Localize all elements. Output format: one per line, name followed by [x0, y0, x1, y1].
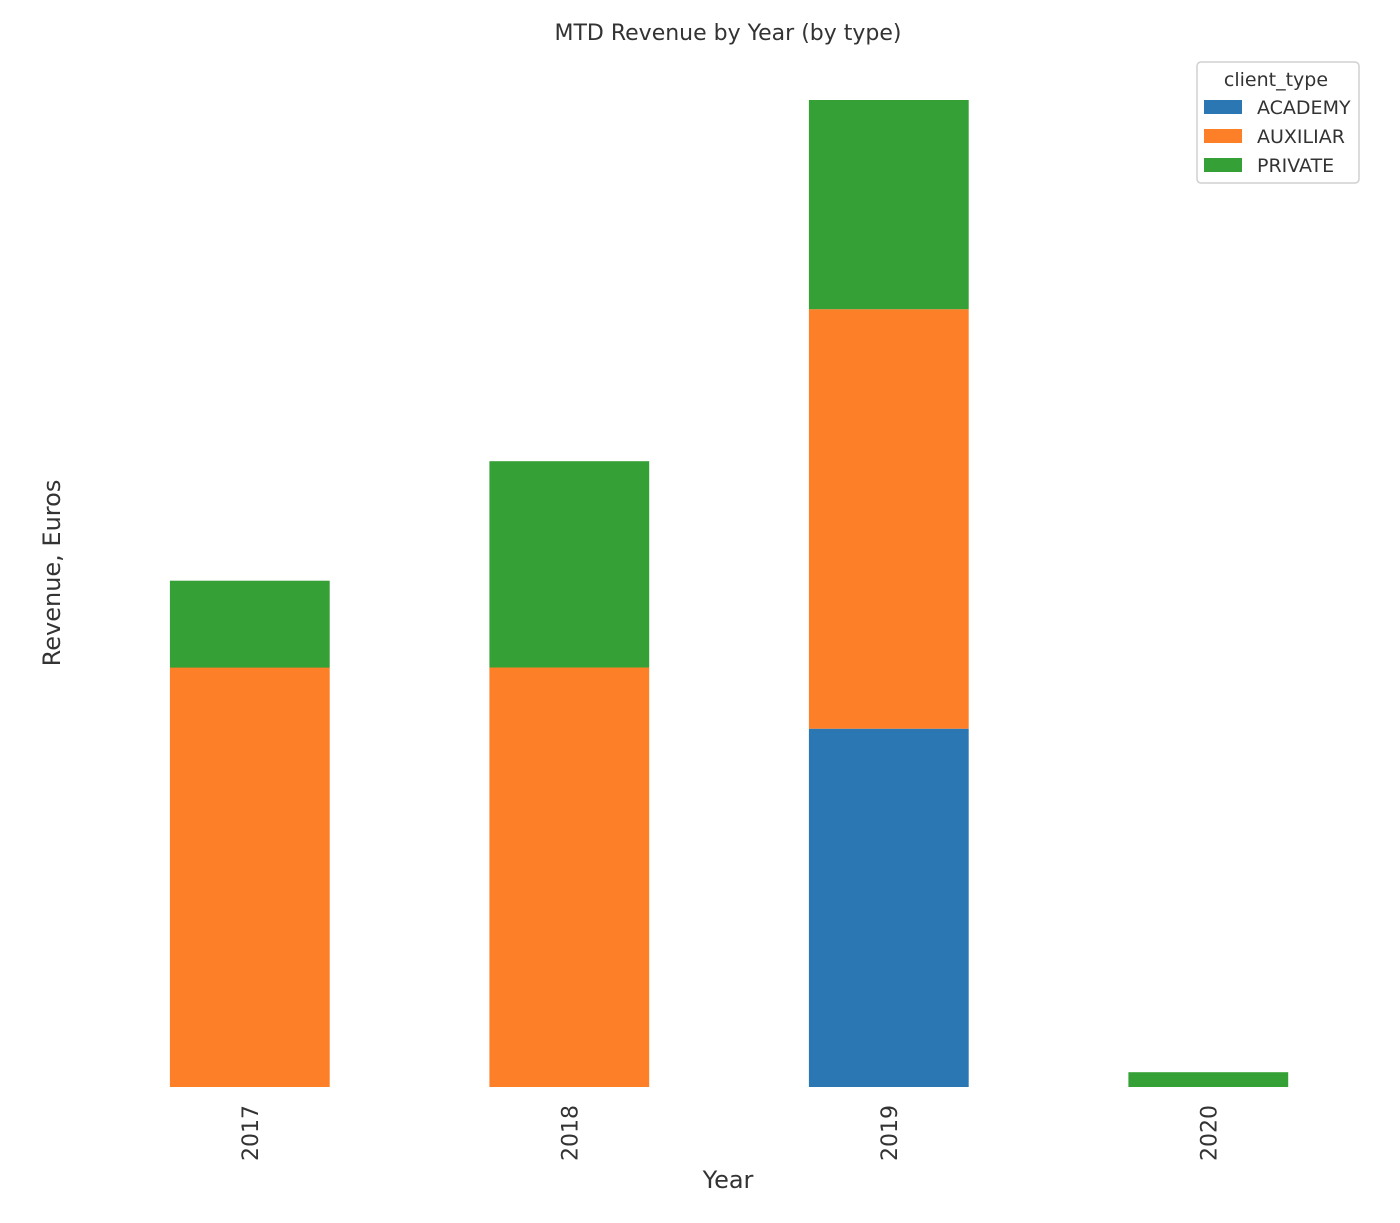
bar-2017-auxiliar	[169, 667, 330, 1087]
x-tick-label-2019: 2019	[878, 1105, 903, 1161]
legend-label-private: PRIVATE	[1257, 155, 1334, 177]
x-tick-label-2020: 2020	[1197, 1105, 1222, 1161]
legend-swatch-auxiliar	[1204, 129, 1242, 143]
legend-items: ACADEMY AUXILIAR PRIVATE	[1204, 97, 1351, 177]
bar-2018-private	[489, 461, 650, 668]
bars-layer	[169, 100, 1289, 1087]
bar-2020-private	[1128, 1072, 1289, 1087]
bar-2017-private	[169, 580, 330, 668]
legend-label-academy: ACADEMY	[1257, 97, 1351, 119]
bar-2018-auxiliar	[489, 667, 650, 1087]
x-tick-label-2017: 2017	[239, 1105, 264, 1161]
legend-swatch-academy	[1204, 100, 1242, 114]
chart-title: MTD Revenue by Year (by type)	[555, 21, 902, 46]
legend-box	[1196, 61, 1360, 184]
bar-2019-academy	[808, 728, 969, 1087]
bar-2019-auxiliar	[808, 309, 969, 729]
legend: client_type ACADEMY AUXILIAR PRIVATE	[1196, 61, 1360, 184]
x-tick-labels: 2017 2018 2019 2020	[239, 1105, 1223, 1161]
x-axis-label: Year	[702, 1166, 754, 1194]
x-tick-label-2018: 2018	[558, 1105, 583, 1161]
y-axis-label: Revenue, Euros	[38, 480, 66, 667]
legend-swatch-private	[1204, 158, 1242, 172]
bar-2019-private	[808, 100, 969, 310]
legend-label-auxiliar: AUXILIAR	[1257, 126, 1345, 148]
legend-title: client_type	[1224, 69, 1328, 91]
